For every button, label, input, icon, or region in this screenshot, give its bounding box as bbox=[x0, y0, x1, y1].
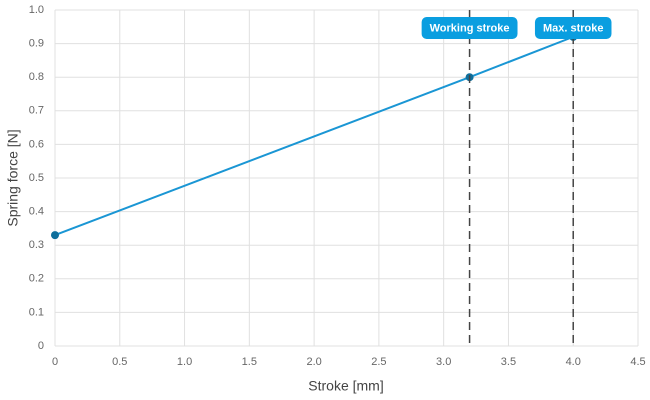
y-tick-label: 0.2 bbox=[29, 273, 44, 285]
y-tick-label: 0.5 bbox=[29, 172, 44, 184]
x-tick-label: 2.5 bbox=[371, 356, 386, 368]
x-tick-label: 1.0 bbox=[177, 356, 192, 368]
annotation-label: Max. stroke bbox=[534, 17, 612, 39]
y-tick-label: 0.9 bbox=[29, 38, 44, 50]
annotation-box bbox=[534, 17, 612, 39]
annotation-box bbox=[421, 17, 518, 39]
data-point bbox=[51, 231, 59, 240]
x-tick-label: 2.0 bbox=[306, 356, 321, 368]
y-tick-label: 0 bbox=[38, 340, 44, 352]
x-axis-title: Stroke [mm] bbox=[308, 378, 383, 394]
x-tick-label: 3.0 bbox=[436, 356, 451, 368]
annotation-text: Working stroke bbox=[430, 22, 510, 34]
x-tick-label: 3.5 bbox=[501, 356, 516, 368]
y-tick-label: 0.4 bbox=[29, 206, 44, 218]
y-tick-label: 1.0 bbox=[29, 4, 44, 16]
y-tick-label: 0.6 bbox=[29, 138, 44, 150]
annotation-label: Working stroke bbox=[421, 17, 518, 39]
y-axis-title: Spring force [N] bbox=[5, 129, 21, 226]
y-tick-label: 0.3 bbox=[29, 239, 44, 251]
annotation-text: Max. stroke bbox=[543, 22, 604, 34]
x-tick-label: 1.5 bbox=[242, 356, 257, 368]
x-tick-label: 0.5 bbox=[112, 356, 127, 368]
x-tick-label: 4.0 bbox=[566, 356, 581, 368]
x-tick-label: 0 bbox=[52, 356, 58, 368]
y-tick-label: 0.7 bbox=[29, 105, 44, 117]
x-tick-label: 4.5 bbox=[630, 356, 645, 368]
y-tick-label: 0.8 bbox=[29, 71, 44, 83]
y-tick-label: 0.1 bbox=[29, 306, 44, 318]
